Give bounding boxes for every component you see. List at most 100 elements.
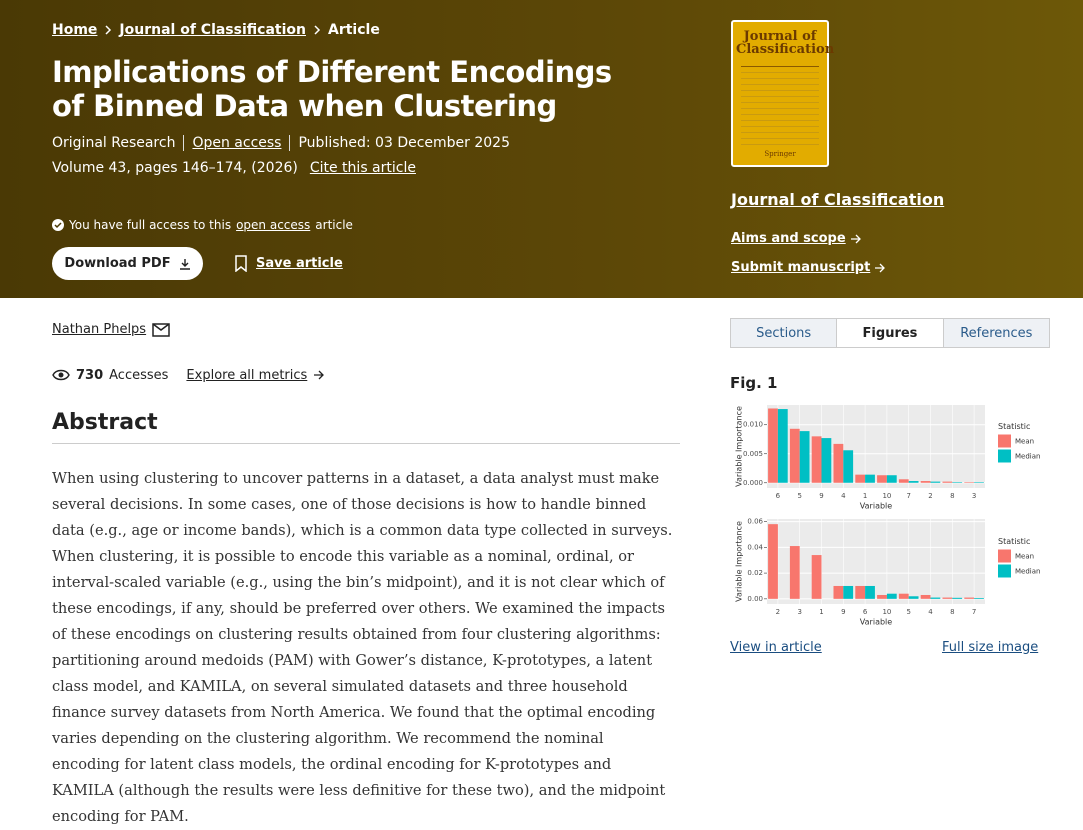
bar — [811, 555, 822, 599]
legend-label: Median — [1015, 453, 1040, 461]
bar — [974, 482, 984, 483]
access-note: You have full access to this open access… — [52, 218, 353, 232]
bar — [843, 450, 854, 483]
eye-icon — [52, 369, 70, 381]
crumb-link[interactable]: Home — [52, 22, 98, 38]
cover-publisher: Springer — [764, 150, 796, 158]
x-tick-label: 5 — [797, 492, 801, 500]
x-tick-label: 2 — [776, 608, 780, 616]
legend-swatch — [998, 549, 1011, 563]
y-tick-label: 0.010 — [743, 421, 763, 429]
legend-title: Statistic — [998, 422, 1030, 431]
y-tick-label: 0.000 — [743, 479, 763, 487]
abstract-heading: Abstract — [52, 410, 680, 444]
save-article[interactable]: Save article — [234, 255, 343, 272]
mail-icon[interactable] — [152, 322, 170, 337]
x-tick-label: 9 — [819, 492, 823, 500]
open-access-link[interactable]: Open access — [183, 135, 281, 151]
y-tick-label: 0.04 — [747, 543, 763, 551]
link-label: Submit manuscript — [731, 260, 871, 275]
x-tick-label: 9 — [841, 608, 845, 616]
bar — [930, 481, 941, 483]
bar — [768, 524, 778, 599]
author: Nathan Phelps — [52, 322, 170, 337]
aims-link[interactable]: Aims and scope — [731, 231, 862, 246]
cite-link[interactable]: Cite this article — [309, 160, 416, 176]
bar — [908, 481, 919, 483]
bar — [821, 438, 832, 483]
tab[interactable]: Sections — [731, 319, 838, 347]
x-tick-label: 5 — [906, 608, 910, 616]
legend-label: Mean — [1015, 438, 1034, 446]
y-tick-label: 0.02 — [747, 569, 763, 577]
tab[interactable]: Figures — [837, 319, 944, 347]
tab[interactable]: References — [943, 319, 1049, 347]
metrics-link[interactable]: Explore all metrics — [186, 367, 308, 383]
note-link[interactable]: open access — [236, 218, 311, 232]
note-text: article — [315, 218, 353, 232]
breadcrumb: Home Journal of Classification Article — [52, 22, 380, 38]
accesses: 730 Accesses Explore all metrics — [52, 366, 325, 384]
author-link[interactable]: Nathan Phelps — [52, 322, 147, 337]
download-button[interactable]: Download PDF — [52, 247, 203, 280]
legend-label: Mean — [1015, 553, 1034, 561]
access-count: 730 — [76, 367, 104, 383]
y-tick-label: 0.06 — [747, 518, 763, 526]
legend-title: Statistic — [998, 537, 1030, 546]
article-title: Implications of Different Encodings of B… — [52, 55, 612, 123]
bar — [877, 475, 887, 483]
x-tick-label: 3 — [972, 492, 976, 500]
note-text: You have full access to this — [69, 218, 232, 232]
view-link[interactable]: View in article — [730, 640, 822, 655]
arrow-icon — [875, 263, 886, 272]
bar — [952, 597, 963, 599]
full-size-link[interactable]: Full size image — [942, 640, 1039, 655]
panel — [767, 519, 985, 604]
bar — [789, 428, 800, 483]
figure-label: Fig. 1 — [730, 374, 778, 392]
x-axis-label: Variable — [860, 618, 892, 627]
legend-swatch — [998, 564, 1011, 578]
bar — [908, 596, 919, 599]
bar — [789, 546, 800, 599]
bar — [964, 597, 975, 599]
download-icon — [179, 258, 190, 270]
bar — [865, 474, 875, 483]
bar — [974, 598, 984, 599]
bar — [898, 593, 909, 599]
abstract-text: When using clustering to uncover pattern… — [52, 470, 673, 825]
arrow-icon — [850, 234, 861, 243]
x-tick-label: 1 — [819, 608, 823, 616]
journal-link[interactable]: Journal of Classification — [731, 190, 945, 209]
tab-bar: Sections Figures References — [730, 318, 1050, 348]
x-tick-label: 6 — [776, 492, 781, 500]
y-tick-label: 0.00 — [747, 595, 763, 603]
header: Home Journal of Classification Article I… — [0, 0, 1083, 298]
submit-link[interactable]: Submit manuscript — [731, 260, 886, 275]
y-tick-label: 0.005 — [743, 450, 763, 458]
arrow-icon — [314, 370, 325, 380]
crumb-link[interactable]: Journal of Classification — [119, 22, 306, 38]
bar — [843, 585, 854, 599]
x-tick-label: 1 — [863, 492, 867, 500]
volume: Volume 43, pages 146–174, (2026) — [52, 160, 298, 176]
bar — [952, 482, 963, 483]
x-tick-label: 7 — [972, 608, 976, 616]
bar — [930, 597, 941, 599]
published: Published: 03 December 2025 — [289, 135, 510, 151]
article-meta: Original Research Open access Published:… — [52, 135, 510, 151]
legend-label: Median — [1015, 568, 1040, 576]
cover-title: Journal of Classification — [736, 29, 835, 57]
chevron — [105, 25, 112, 35]
access-label: Accesses — [109, 367, 169, 383]
x-tick-label: 8 — [950, 608, 954, 616]
save-label: Save article — [256, 256, 343, 271]
button-label: Download PDF — [64, 256, 171, 271]
crumb-current: Article — [327, 22, 380, 38]
y-axis-label: Variable Importance — [735, 406, 744, 487]
legend-swatch — [998, 449, 1011, 463]
bar — [898, 479, 909, 483]
bar — [865, 585, 875, 599]
x-tick-label: 2 — [928, 492, 932, 500]
